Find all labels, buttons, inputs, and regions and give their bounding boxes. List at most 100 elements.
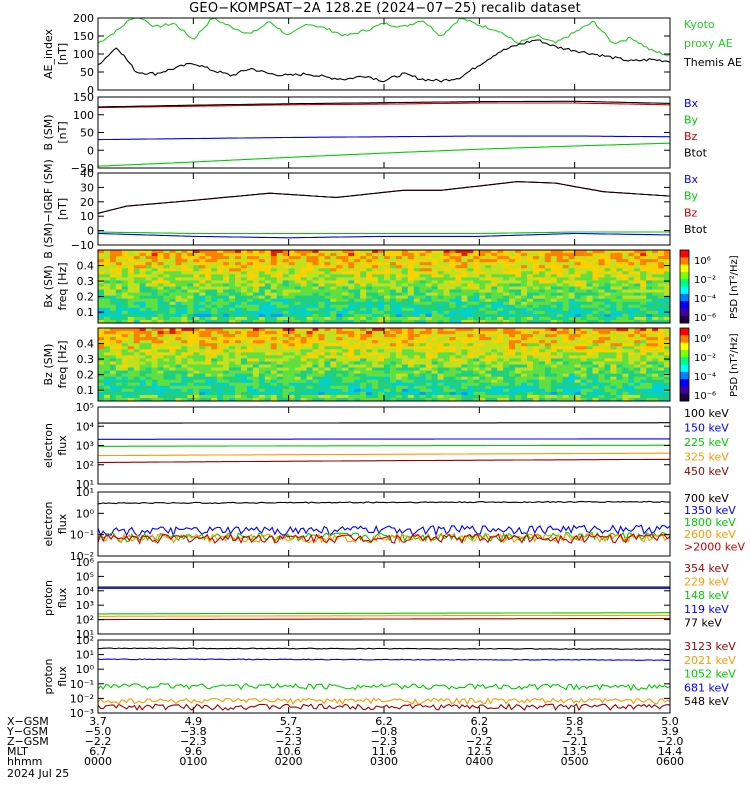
spectrogram-cell	[634, 250, 641, 254]
spectrogram-cell	[145, 370, 153, 375]
spectrogram-cell	[199, 358, 206, 362]
spectrogram-cell	[205, 373, 212, 378]
spectrogram-cell	[246, 277, 254, 281]
spectrogram-cell	[580, 382, 587, 387]
spectrogram-cell	[538, 358, 546, 362]
spectrogram-cell	[652, 331, 659, 335]
spectrogram-cell	[389, 298, 397, 303]
spectrogram-cell	[604, 343, 611, 347]
spectrogram-cell	[449, 259, 456, 263]
spectrogram-cell	[592, 310, 599, 315]
spectrogram-cell	[610, 367, 617, 371]
spectrogram-cell	[389, 340, 397, 344]
spectrogram-cell	[389, 271, 397, 275]
spectrogram-cell	[497, 262, 504, 266]
spectrogram-cell	[264, 397, 272, 402]
spectrogram-cell	[306, 289, 313, 293]
spectrogram-cell	[455, 250, 462, 254]
spectrogram-cell	[461, 310, 468, 315]
spectrogram-cell	[389, 292, 397, 297]
spectrogram-cell	[425, 331, 433, 335]
spectrogram-cell	[664, 385, 671, 390]
spectrogram-cell	[187, 259, 194, 263]
spectrogram-cell	[258, 349, 266, 353]
spectrogram-cell	[568, 334, 576, 338]
spectrogram-cell	[181, 259, 188, 263]
spectrogram-cell	[401, 313, 409, 318]
spectrogram-cell	[509, 271, 516, 275]
spectrogram-cell	[276, 388, 284, 393]
spectrogram-cell	[586, 280, 593, 284]
spectrogram-cell	[103, 268, 111, 272]
spectrogram-cell	[127, 292, 135, 297]
spectrogram-cell	[509, 328, 516, 332]
spectrogram-cell	[336, 361, 343, 365]
spectrogram-cell	[175, 358, 182, 362]
spectrogram-cell	[294, 331, 301, 335]
spectrogram-cell	[318, 370, 325, 375]
spectrogram-cell	[556, 394, 564, 399]
spectrogram-cell	[413, 349, 421, 353]
spectrogram-cell	[205, 382, 212, 387]
spectrogram-cell	[497, 292, 504, 297]
spectrogram-cell	[640, 292, 647, 297]
spectrogram-cell	[312, 319, 319, 324]
colorbar-tick-label: 10⁶	[694, 256, 711, 267]
spectrogram-cell	[562, 271, 570, 275]
spectrogram-cell	[163, 259, 170, 263]
spectrogram-cell	[532, 394, 540, 399]
spectrogram-cell	[646, 319, 653, 324]
spectrogram-cell	[211, 376, 218, 381]
spectrogram-cell	[628, 301, 635, 306]
spectrogram-cell	[515, 274, 522, 278]
spectrogram-cell	[640, 250, 647, 254]
spectrogram-cell	[270, 337, 278, 341]
spectrogram-cell	[580, 346, 587, 350]
spectrogram-cell	[413, 358, 421, 362]
spectrogram-cell	[229, 358, 236, 362]
spectrogram-cell	[503, 301, 510, 306]
spectrogram-cell	[658, 313, 665, 318]
spectrogram-cell	[384, 373, 391, 378]
spectrogram-cell	[163, 280, 170, 284]
spectrogram-cell	[646, 304, 653, 309]
spectrogram-cell	[193, 310, 200, 315]
spectrogram-cell	[235, 277, 242, 281]
spectrogram-cell	[151, 337, 158, 341]
spectrogram-cell	[562, 283, 570, 287]
spectrogram-cell	[497, 253, 504, 257]
spectrogram-cell	[562, 346, 570, 350]
spectrogram-cell	[646, 292, 653, 297]
spectrogram-cell	[276, 304, 284, 309]
spectrogram-cell	[574, 331, 582, 335]
spectrogram-cell	[246, 391, 254, 396]
spectrogram-cell	[151, 301, 158, 306]
spectrogram-cell	[360, 319, 367, 324]
spectrogram-cell	[211, 361, 218, 365]
spectrogram-cell	[527, 271, 534, 275]
spectrogram-cell	[372, 382, 379, 387]
spectrogram-cell	[431, 283, 439, 287]
spectrogram-cell	[270, 265, 278, 269]
spectrogram-cell	[449, 328, 456, 332]
y-tick-label: −50	[71, 162, 94, 175]
spectrogram-cell	[646, 295, 653, 300]
legend-entry: proxy AE	[684, 37, 733, 50]
spectrogram-cell	[324, 337, 331, 341]
spectrogram-cell	[139, 379, 147, 384]
spectrogram-cell	[532, 280, 540, 284]
spectrogram-cell	[538, 262, 546, 266]
spectrogram-cell	[241, 289, 248, 293]
spectrogram-cell	[616, 361, 623, 365]
spectrogram-cell	[324, 358, 331, 362]
spectrogram-cell	[336, 265, 343, 269]
spectrogram-cell	[407, 343, 415, 347]
spectrogram-cell	[360, 289, 367, 293]
spectrogram-cell	[610, 343, 617, 347]
spectrogram-cell	[413, 328, 421, 332]
spectrogram-cell	[479, 385, 486, 390]
spectrogram-cell	[652, 307, 659, 312]
spectrogram-cell	[664, 355, 671, 359]
spectrogram-cell	[348, 349, 355, 353]
spectrogram-cell	[485, 316, 492, 321]
